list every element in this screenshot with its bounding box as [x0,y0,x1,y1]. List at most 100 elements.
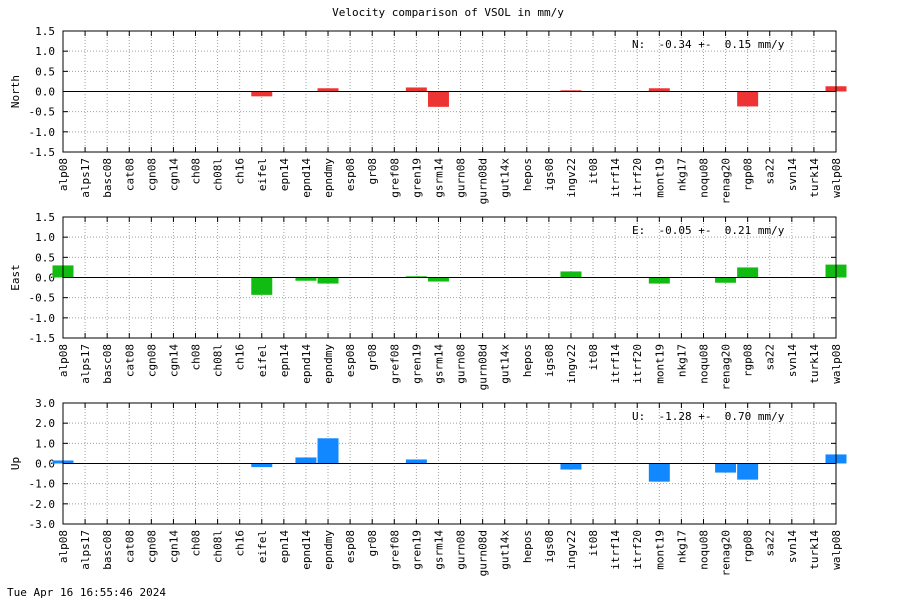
east-xtick-label-ingv22: ingv22 [565,344,578,384]
east-xtick-label-renag20: renag20 [720,344,733,390]
up-axis-label: Up [9,457,22,470]
east-xtick-label-itrf20: itrf20 [631,344,644,384]
east-ytick-label: -0.5 [29,292,56,305]
up-bar-epndmy [317,438,339,464]
up-xtick-label-alps17: alps17 [79,530,92,570]
east-xtick-label-svn14: svn14 [786,344,799,377]
up-xtick-label-eifel: eifel [256,530,269,563]
east-xtick-label-gsrm14: gsrm14 [432,344,445,384]
up-xtick-label-nkg17: nkg17 [675,530,688,563]
east-xtick-label-ch08: ch08 [190,344,203,371]
up-bar-ingv22 [560,463,582,470]
east-ytick-label: 0.0 [35,272,55,285]
up-xtick-label-epn14: epn14 [278,530,291,563]
north-xtick-label-epn14: epn14 [278,158,291,191]
east-xtick-label-epnd14: epnd14 [300,344,313,384]
north-xtick-label-renag20: renag20 [720,158,733,204]
up-xtick-label-hepos: hepos [521,530,534,563]
up-xtick-label-epndmy: epndmy [322,530,335,570]
up-xtick-label-it08: it08 [587,530,600,557]
up-xtick-label-ingv22: ingv22 [565,530,578,570]
north-xtick-label-epndmy: epndmy [322,158,335,198]
east-xtick-label-igs08: igs08 [543,344,556,377]
north-ytick-label: 1.0 [35,45,55,58]
north-xtick-label-esp08: esp08 [344,158,357,191]
up-xtick-label-epnd14: epnd14 [300,530,313,570]
up-xtick-label-esp08: esp08 [344,530,357,563]
up-ytick-label: -2.0 [29,498,56,511]
up-xtick-label-gsrm14: gsrm14 [432,530,445,570]
north-xtick-label-cgn14: cgn14 [167,158,180,191]
up-xtick-label-ch16: ch16 [234,530,247,557]
east-bar-renag20 [715,277,737,283]
east-xtick-label-basc08: basc08 [101,344,114,384]
east-ytick-label: -1.0 [29,312,56,325]
north-xtick-label-ch08l: ch08l [212,158,225,191]
north-bar-epndmy [317,88,339,92]
east-xtick-label-eifel: eifel [256,344,269,377]
north-xtick-label-gren19: gren19 [410,158,423,198]
north-ytick-label: -1.5 [29,146,56,159]
up-xtick-label-walp08: walp08 [830,530,843,570]
north-axis-label: North [9,75,22,108]
east-xtick-label-gr08: gr08 [366,344,379,371]
up-xtick-label-cgn14: cgn14 [167,530,180,563]
north-xtick-label-rgp08: rgp08 [742,158,755,191]
east-bar-epnd14 [295,277,317,281]
east-xtick-label-gut14x: gut14x [499,344,512,384]
north-ytick-label: -1.0 [29,126,56,139]
east-bar-mont19 [648,277,670,284]
up-xtick-label-gren19: gren19 [410,530,423,570]
up-xtick-label-gr08: gr08 [366,530,379,557]
north-xtick-label-cat08: cat08 [123,158,136,191]
up-xtick-label-alp08: alp08 [57,530,70,563]
north-xtick-label-gut14x: gut14x [499,158,512,198]
up-xtick-label-gut14x: gut14x [499,530,512,570]
east-axis-label: East [9,264,22,291]
east-xtick-label-cgn08: cgn08 [145,344,158,377]
up-xtick-label-noqu08: noqu08 [697,530,710,570]
east-xtick-label-hepos: hepos [521,344,534,377]
up-xtick-label-turk14: turk14 [808,530,821,570]
east-xtick-label-ch16: ch16 [234,344,247,371]
north-xtick-label-itrf20: itrf20 [631,158,644,198]
up-xtick-label-gref08: gref08 [388,530,401,570]
up-bar-renag20 [715,463,737,473]
north-ytick-label: -0.5 [29,106,56,119]
east-xtick-label-alps17: alps17 [79,344,92,384]
north-ytick-label: 1.5 [35,25,55,38]
north-xtick-label-hepos: hepos [521,158,534,191]
north-xtick-label-cgn08: cgn08 [145,158,158,191]
north-ytick-label: 0.0 [35,86,55,99]
up-bar-eifel [251,463,273,468]
east-xtick-label-gurn08: gurn08 [455,344,468,384]
east-xtick-label-sa22: sa22 [764,344,777,371]
up-bar-epnd14 [295,457,317,464]
north-plot-frame [62,30,837,153]
east-ytick-label: 0.5 [35,251,55,264]
up-plot-frame [62,402,837,525]
north-xtick-label-walp08: walp08 [830,158,843,198]
east-bar-eifel [251,277,273,295]
up-xtick-label-basc08: basc08 [101,530,114,570]
up-xtick-label-mont19: mont19 [653,530,666,570]
north-xtick-label-nkg17: nkg17 [675,158,688,191]
up-xtick-label-renag20: renag20 [720,530,733,576]
up-xtick-label-ch08l: ch08l [212,530,225,563]
north-xtick-label-igs08: igs08 [543,158,556,191]
north-xtick-label-itrf14: itrf14 [609,158,622,198]
up-xtick-label-rgp08: rgp08 [742,530,755,563]
north-stat-label: N: -0.34 +- 0.15 mm/y [632,38,785,51]
east-xtick-label-ch08l: ch08l [212,344,225,377]
north-xtick-label-gurn08d: gurn08d [477,158,490,204]
east-xtick-label-nkg17: nkg17 [675,344,688,377]
east-xtick-label-gren19: gren19 [410,344,423,384]
up-xtick-label-itrf14: itrf14 [609,530,622,570]
north-bar-ingv22 [560,90,582,92]
up-ytick-label: 3.0 [35,397,55,410]
east-xtick-label-itrf14: itrf14 [609,344,622,384]
east-xtick-label-mont19: mont19 [653,344,666,384]
up-xtick-label-svn14: svn14 [786,530,799,563]
up-bar-mont19 [648,463,670,482]
